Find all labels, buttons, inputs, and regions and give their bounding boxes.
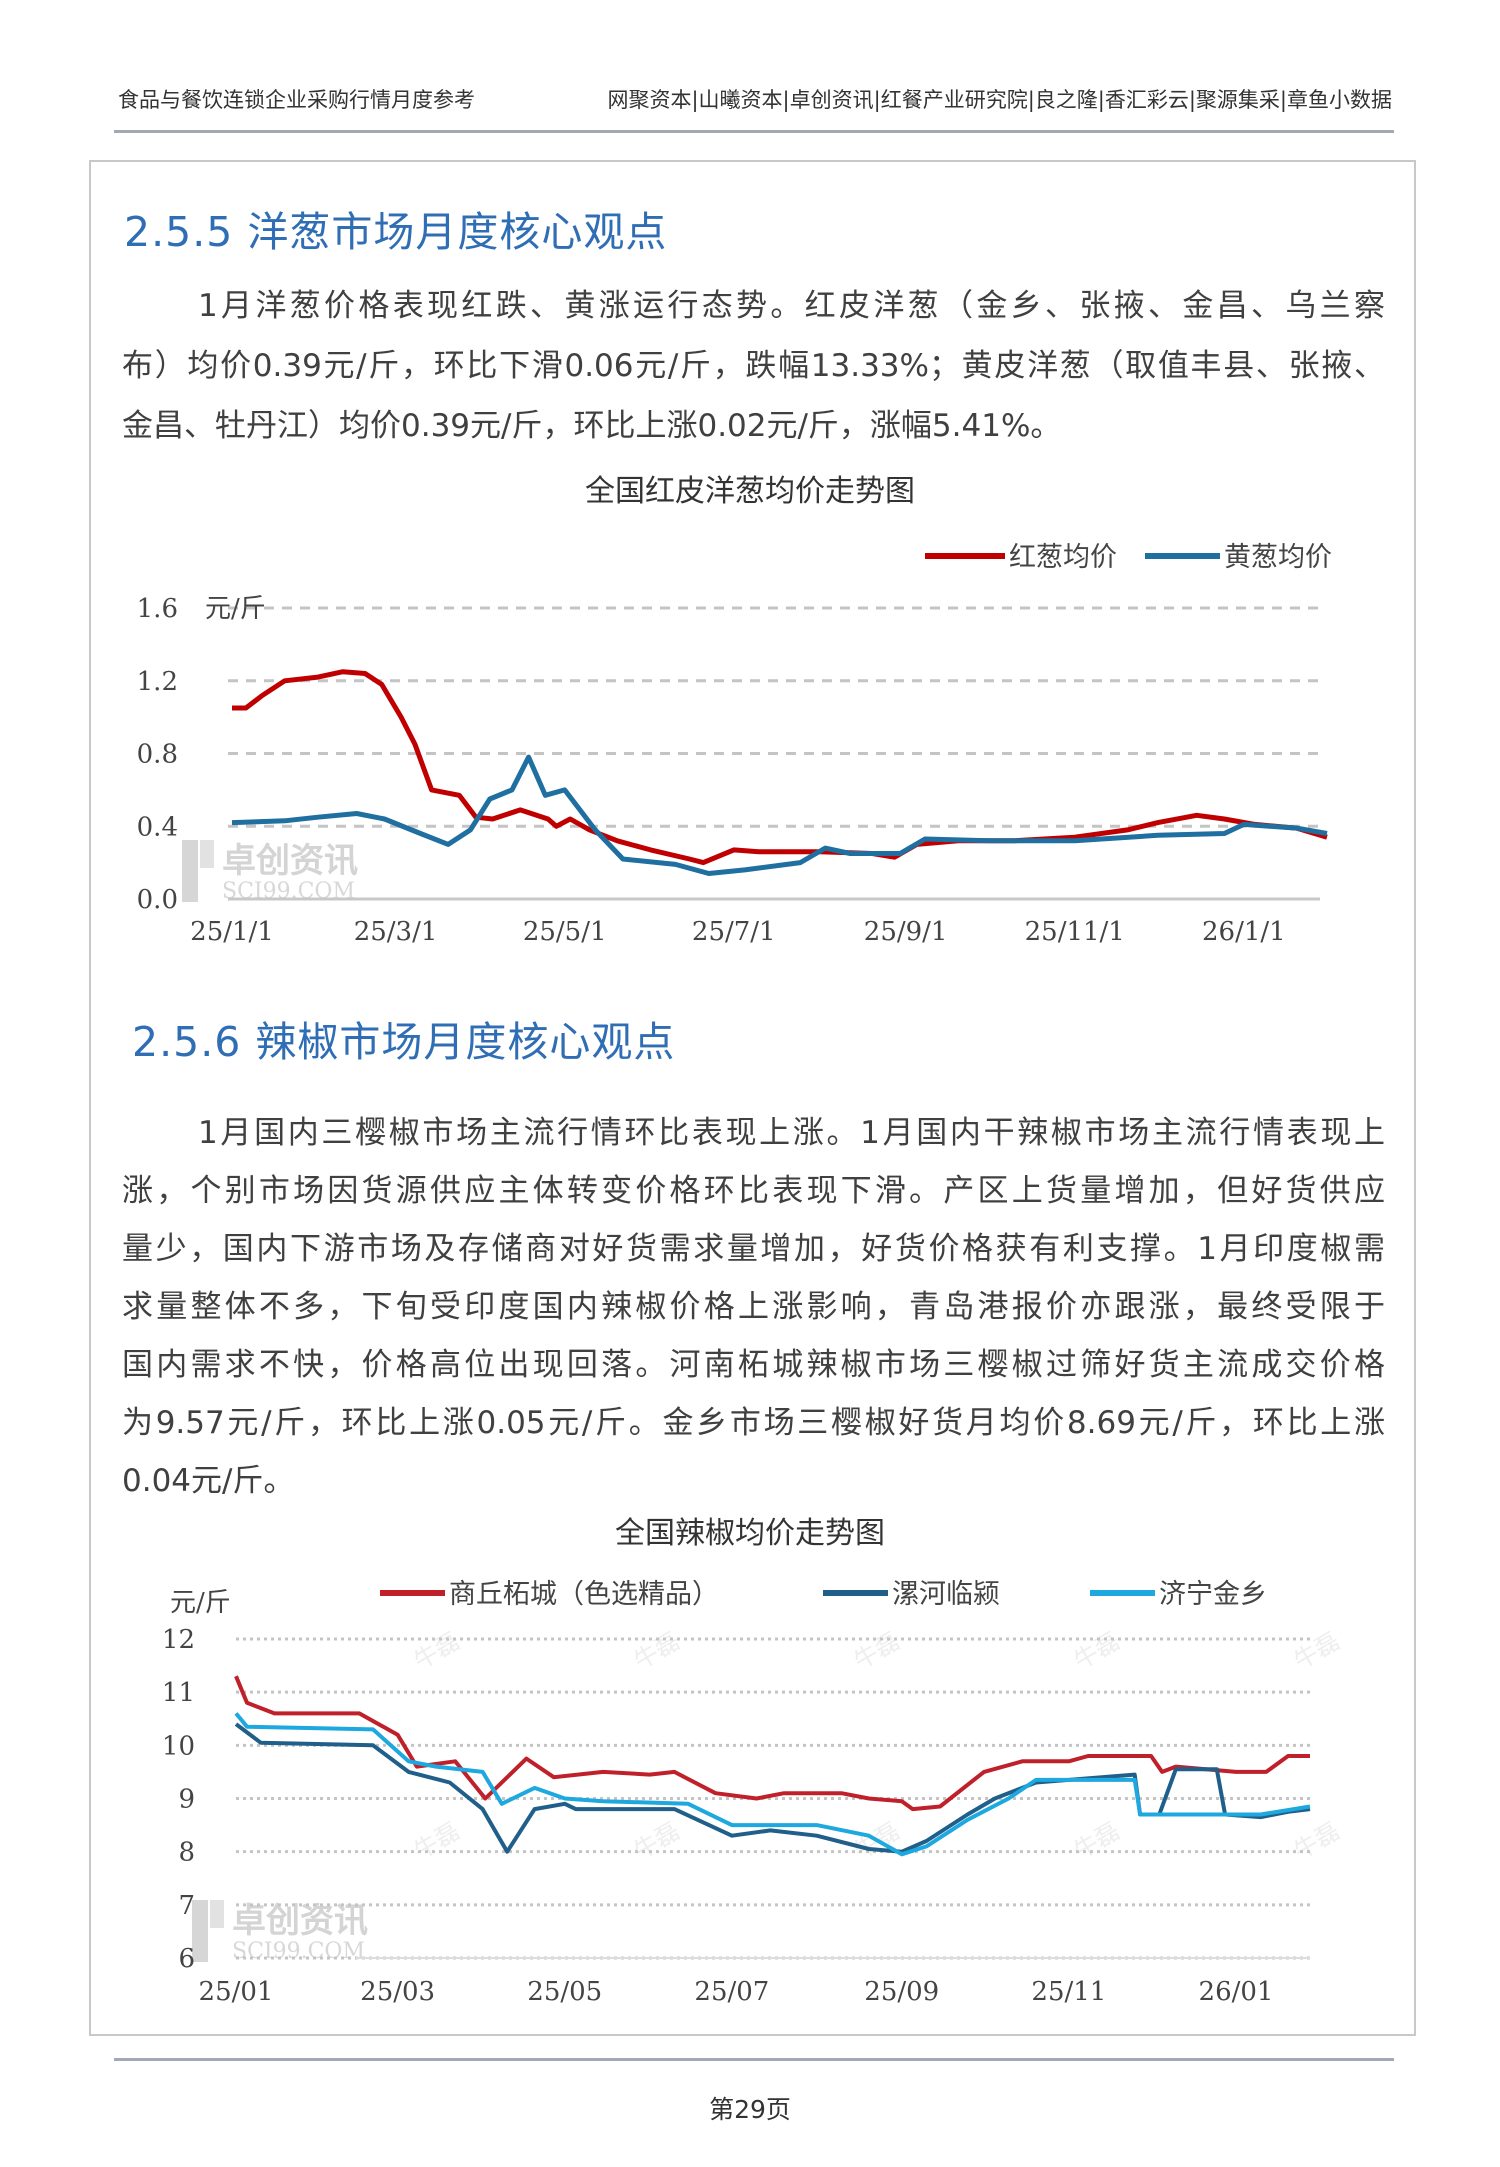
pepper-paragraph: 1月国内三樱椒市场主流行情环比表现上涨。1月国内干辣椒市场主流行情表现上 涨，个… <box>122 1104 1385 1510</box>
section-heading-pepper: 2.5.6 辣椒市场月度核心观点 <box>132 1018 676 1066</box>
legend-label: 济宁金乡 <box>1159 1579 1267 1610</box>
section-heading-onion: 2.5.5 洋葱市场月度核心观点 <box>124 208 668 256</box>
watermark-author: 牛磊 <box>1289 1817 1345 1865</box>
header-divider <box>114 130 1394 133</box>
x-tick-label: 25/11/1 <box>1025 917 1125 947</box>
x-tick-label: 25/01 <box>199 1977 274 2007</box>
series-line-2 <box>231 754 1328 876</box>
y-tick-label: 12 <box>162 1625 195 1655</box>
page-number: 第29页 <box>709 2095 791 2124</box>
watermark-author: 牛磊 <box>629 1817 685 1865</box>
text-line: 求量整体不多，下旬受印度国内辣椒价格上涨影响，青岛港报价亦跟涨，最终受限于 <box>122 1289 1385 1325</box>
text-line: 量少，国内下游市场及存储商对好货需求量增加，好货价格获有利支撑。1月印度椒需 <box>122 1231 1385 1267</box>
watermark-text: 卓创资讯 <box>232 1901 368 1941</box>
legend-label: 商丘柘城（色选精品） <box>449 1579 719 1610</box>
header-report-title: 食品与餐饮连锁企业采购行情月度参考 <box>118 88 475 112</box>
onion-paragraph: 1月洋葱价格表现红跌、黄涨运行态势。红皮洋葱（金乡、张掖、金昌、乌兰察 布）均价… <box>122 276 1385 456</box>
x-tick-label: 26/01 <box>1199 1977 1274 2007</box>
y-tick-label: 11 <box>162 1678 195 1708</box>
content-frame <box>89 160 1416 2036</box>
legend-label: 黄葱均价 <box>1224 542 1332 573</box>
legend-label: 漯河临颍 <box>892 1579 1000 1610</box>
y-tick-label: 0.0 <box>137 885 178 915</box>
y-tick-label: 10 <box>162 1731 195 1761</box>
watermark-logo-icon <box>200 840 214 868</box>
x-tick-label: 26/1/1 <box>1202 917 1286 947</box>
x-tick-label: 25/11 <box>1031 1977 1106 2007</box>
text-line: 涨，个别市场因货源供应主体转变价格环比表现下滑。产区上货量增加，但好货供应 <box>122 1173 1385 1209</box>
x-tick-label: 25/09 <box>864 1977 939 2007</box>
footer-divider <box>114 2058 1394 2061</box>
text-line: 0.04元/斤。 <box>122 1463 295 1499</box>
x-tick-label: 25/07 <box>694 1977 769 2007</box>
y-tick-label: 0.4 <box>137 812 178 842</box>
x-tick-label: 25/05 <box>527 1977 602 2007</box>
y-tick-label: 9 <box>178 1785 195 1815</box>
watermark-author: 牛磊 <box>1289 1627 1345 1675</box>
watermark-logo-icon <box>192 1900 208 1962</box>
watermark-author: 牛磊 <box>629 1627 685 1675</box>
y-tick-label: 1.2 <box>137 667 178 697</box>
pepper-chart-title: 全国辣椒均价走势图 <box>615 1516 885 1551</box>
watermark-text: 卓创资讯 <box>222 841 358 881</box>
y-tick-label: 7 <box>178 1891 195 1921</box>
watermark-text: SCI99.COM <box>232 1939 365 1964</box>
header-partners: 网聚资本|山曦资本|卓创资讯|红餐产业研究院|良之隆|香汇彩云|聚源集采|章鱼小… <box>607 88 1392 112</box>
x-tick-label: 25/3/1 <box>354 917 438 947</box>
y-axis-unit: 元/斤 <box>205 594 266 624</box>
x-tick-label: 25/1/1 <box>190 917 274 947</box>
watermark-logo-icon <box>210 1900 224 1928</box>
series-line-1 <box>232 669 1328 866</box>
y-tick-label: 6 <box>178 1944 195 1974</box>
series-line-3 <box>234 1712 1311 1857</box>
watermark-author: 牛磊 <box>1069 1817 1125 1865</box>
onion-chart-title: 全国红皮洋葱均价走势图 <box>585 474 915 509</box>
y-tick-label: 1.6 <box>137 594 178 624</box>
x-tick-label: 25/7/1 <box>692 917 776 947</box>
text-line: 布）均价0.39元/斤，环比下滑0.06元/斤，跌幅13.33%；黄皮洋葱（取值… <box>122 348 1385 384</box>
text-line: 1月国内三樱椒市场主流行情环比表现上涨。1月国内干辣椒市场主流行情表现上 <box>198 1115 1385 1151</box>
x-tick-label: 25/03 <box>360 1977 435 2007</box>
watermark-logo-icon <box>182 840 198 902</box>
text-line: 国内需求不快，价格高位出现回落。河南柘城辣椒市场三樱椒过筛好货主流成交价格 <box>122 1347 1385 1383</box>
y-axis-unit: 元/斤 <box>170 1588 231 1618</box>
series-line-2 <box>234 1722 1311 1854</box>
watermark-author: 牛磊 <box>849 1627 905 1675</box>
text-line: 1月洋葱价格表现红跌、黄涨运行态势。红皮洋葱（金乡、张掖、金昌、乌兰察 <box>198 288 1385 324</box>
watermark-author: 牛磊 <box>409 1817 465 1865</box>
text-line: 为9.57元/斤，环比上涨0.05元/斤。金乡市场三樱椒好货月均价8.69元/斤… <box>122 1405 1385 1441</box>
watermark-author: 牛磊 <box>409 1627 465 1675</box>
series-line-1 <box>234 1675 1310 1812</box>
y-tick-label: 8 <box>178 1838 195 1868</box>
legend-label: 红葱均价 <box>1009 542 1117 573</box>
text-line: 金昌、牡丹江）均价0.39元/斤，环比上涨0.02元/斤，涨幅5.41%。 <box>122 408 1062 444</box>
watermark-author: 牛磊 <box>1069 1627 1125 1675</box>
x-tick-label: 25/5/1 <box>523 917 607 947</box>
x-tick-label: 25/9/1 <box>864 917 948 947</box>
y-tick-label: 0.8 <box>137 740 178 770</box>
